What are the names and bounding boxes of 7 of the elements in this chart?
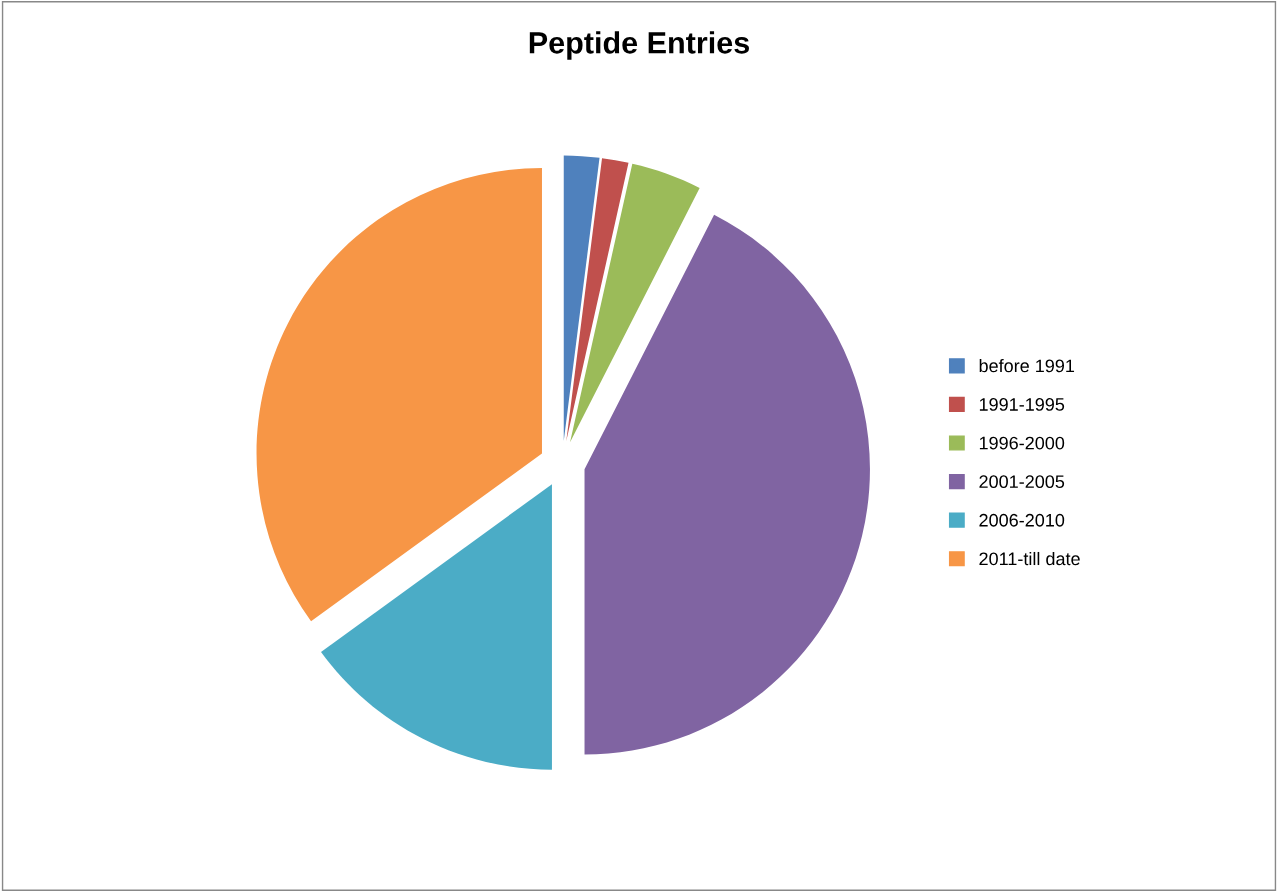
chart-title: Peptide Entries [529, 31, 749, 60]
legend-label: 2011-till date [979, 551, 1080, 566]
legend-label: before 1991 [979, 358, 1075, 373]
legend-label: 2001-2005 [979, 475, 1065, 489]
legend-label: 1996-2000 [979, 436, 1065, 450]
legend-label: 2006-2010 [979, 513, 1065, 527]
legend-label: 1991-1995 [979, 398, 1065, 411]
